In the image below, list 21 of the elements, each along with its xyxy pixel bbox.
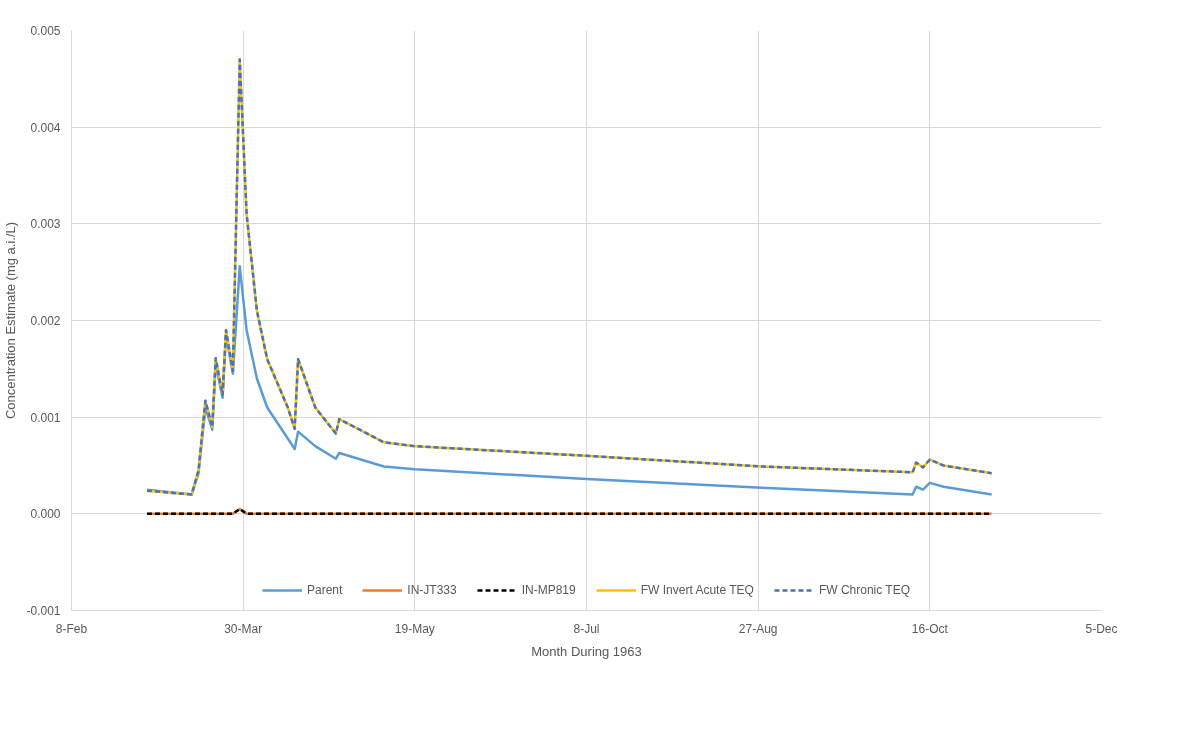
- x-tick-label: 16-Oct: [911, 621, 949, 636]
- y-axis-title: Concentration Estimate (mg a.i./L): [3, 221, 19, 420]
- legend-label: FW Invert Acute TEQ: [640, 583, 754, 597]
- x-tick-label: 19-May: [394, 621, 435, 636]
- x-tick-label: 5-Dec: [1085, 621, 1118, 636]
- legend-label: FW Chronic TEQ: [818, 583, 911, 597]
- y-tick-label: 0.004: [30, 120, 61, 135]
- y-tick-label: 0.002: [30, 314, 61, 328]
- x-axis-title: Month During 1963: [531, 643, 642, 659]
- y-tick-label: 0.000: [30, 507, 61, 522]
- legend-label: Parent: [306, 583, 343, 597]
- x-tick-label: 30-Mar: [224, 621, 263, 636]
- y-tick-label: 0.003: [30, 217, 61, 232]
- y-tick-label: 0.005: [30, 24, 61, 38]
- legend-label: IN-MP819: [521, 583, 576, 597]
- x-tick-label: 8-Jul: [573, 621, 600, 636]
- legend-label: IN-JT333: [407, 583, 457, 597]
- y-tick-label: 0.001: [30, 410, 61, 425]
- y-tick-label: -0.001: [26, 604, 61, 618]
- x-tick-label: 8-Feb: [55, 621, 88, 636]
- x-tick-label: 27-Aug: [738, 621, 778, 636]
